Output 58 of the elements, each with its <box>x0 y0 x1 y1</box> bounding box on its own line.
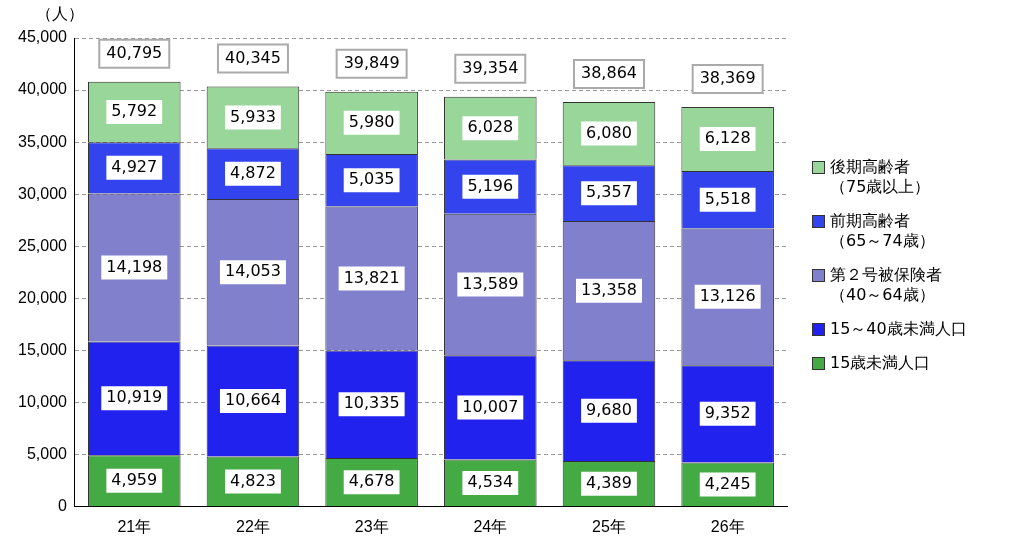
data-label: 6,080 <box>586 122 632 142</box>
x-tick-label: 26年 <box>710 517 745 535</box>
data-label: 5,357 <box>586 182 632 202</box>
y-tick-label: 35,000 <box>18 132 68 150</box>
total-label: 39,849 <box>343 52 400 72</box>
legend-label: 15歳未満人口 <box>830 353 931 374</box>
y-tick-label: 30,000 <box>18 184 68 202</box>
data-label: 9,352 <box>704 403 751 423</box>
data-label: 4,959 <box>111 469 158 489</box>
y-tick-label: 20,000 <box>18 288 68 306</box>
y-tick-label: 25,000 <box>18 236 68 254</box>
y-tick-label: 5,000 <box>26 445 68 463</box>
data-label: 13,126 <box>699 285 756 305</box>
legend-label: 後期高齢者（75歳以上） <box>830 157 931 198</box>
data-label: 4,872 <box>230 162 276 182</box>
data-label: 5,933 <box>230 106 276 126</box>
total-label: 38,864 <box>580 63 637 83</box>
data-label: 10,664 <box>224 390 281 410</box>
y-tick-label: 10,000 <box>18 393 68 411</box>
data-label: 4,389 <box>586 472 632 492</box>
x-tick-label: 22年 <box>236 517 270 535</box>
total-label: 40,795 <box>106 42 163 62</box>
data-label: 4,823 <box>230 470 276 490</box>
y-axis-title: （人） <box>36 4 84 25</box>
data-label: 14,053 <box>224 261 281 281</box>
total-label: 38,369 <box>699 68 756 88</box>
data-label: 13,821 <box>343 267 400 287</box>
total-label: 39,354 <box>462 57 519 77</box>
data-label: 4,245 <box>704 473 751 493</box>
data-label: 10,007 <box>462 396 519 416</box>
y-tick-label: 0 <box>58 497 68 515</box>
legend-label: 前期高齢者（65～74歳） <box>830 211 935 252</box>
total-label: 40,345 <box>224 47 281 67</box>
data-label: 4,678 <box>348 471 395 491</box>
x-tick-label: 24年 <box>473 517 508 535</box>
data-label: 14,198 <box>106 256 163 276</box>
data-label: 10,335 <box>343 393 400 413</box>
x-tick-label: 23年 <box>354 517 389 535</box>
data-label: 4,927 <box>111 156 158 176</box>
data-label: 10,919 <box>106 387 163 407</box>
x-tick-label: 25年 <box>592 517 626 535</box>
y-tick-label: 40,000 <box>18 80 68 98</box>
y-tick-label: 45,000 <box>18 28 68 46</box>
data-label: 5,035 <box>348 169 395 189</box>
legend-label: 15～40歳未満人口 <box>830 319 967 340</box>
data-label: 13,358 <box>580 279 637 299</box>
data-label: 6,128 <box>704 128 751 148</box>
data-label: 5,792 <box>111 101 158 121</box>
y-tick-label: 15,000 <box>18 340 68 358</box>
data-label: 5,518 <box>704 188 751 208</box>
data-label: 6,028 <box>467 117 514 137</box>
data-label: 9,680 <box>586 399 632 419</box>
legend-label: 第２号被保険者（40～64歳） <box>830 265 942 306</box>
x-tick-label: 21年 <box>117 517 152 535</box>
data-label: 13,589 <box>462 273 519 293</box>
data-label: 5,196 <box>467 175 514 195</box>
data-label: 4,534 <box>467 472 514 492</box>
data-label: 5,980 <box>348 111 395 131</box>
